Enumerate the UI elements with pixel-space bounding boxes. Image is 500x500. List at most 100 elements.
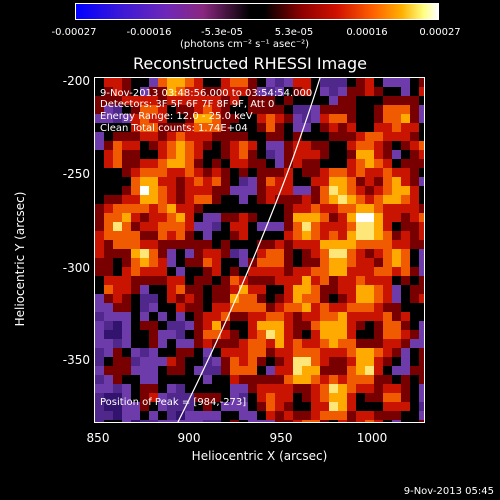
image-pixel — [239, 393, 248, 402]
image-pixel — [266, 96, 275, 105]
image-pixel — [113, 114, 122, 123]
image-pixel — [104, 123, 113, 132]
image-pixel — [401, 123, 410, 132]
image-pixel — [149, 231, 158, 240]
image-pixel — [284, 177, 293, 186]
image-pixel — [266, 240, 275, 249]
image-pixel — [248, 96, 257, 105]
image-pixel — [275, 105, 284, 114]
image-pixel — [401, 339, 410, 348]
image-pixel — [230, 393, 239, 402]
image-pixel — [338, 321, 347, 330]
image-pixel — [410, 222, 419, 231]
image-pixel — [158, 141, 167, 150]
image-pixel — [95, 123, 104, 132]
image-pixel — [338, 105, 347, 114]
image-pixel — [140, 411, 149, 420]
image-pixel — [122, 321, 131, 330]
image-pixel — [401, 375, 410, 384]
image-pixel — [311, 267, 320, 276]
image-pixel — [158, 267, 167, 276]
image-pixel — [365, 150, 374, 159]
image-pixel — [392, 231, 401, 240]
colorbar-tick: -0.00016 — [126, 27, 172, 38]
image-pixel — [356, 96, 365, 105]
image-pixel — [329, 195, 338, 204]
image-pixel — [356, 222, 365, 231]
image-pixel — [293, 204, 302, 213]
image-pixel — [212, 402, 221, 411]
image-pixel — [401, 249, 410, 258]
image-pixel — [329, 375, 338, 384]
image-pixel — [275, 204, 284, 213]
image-pixel — [311, 249, 320, 258]
image-pixel — [356, 312, 365, 321]
image-pixel — [266, 366, 275, 375]
x-tick: 950 — [269, 431, 293, 445]
image-pixel — [221, 141, 230, 150]
image-pixel — [194, 240, 203, 249]
image-pixel — [176, 267, 185, 276]
image-pixel — [221, 249, 230, 258]
image-pixel — [239, 357, 248, 366]
image-pixel — [293, 222, 302, 231]
image-pixel — [104, 105, 113, 114]
image-pixel — [320, 222, 329, 231]
image-pixel — [329, 105, 338, 114]
image-pixel — [320, 123, 329, 132]
image-pixel — [257, 168, 266, 177]
image-pixel — [401, 177, 410, 186]
image-pixel — [104, 141, 113, 150]
image-pixel — [248, 294, 257, 303]
image-pixel — [266, 222, 275, 231]
image-pixel — [329, 249, 338, 258]
image-pixel — [338, 366, 347, 375]
solar-limb-line — [177, 78, 321, 422]
image-pixel — [212, 177, 221, 186]
image-pixel — [338, 420, 347, 422]
image-pixel — [311, 339, 320, 348]
image-pixel — [203, 96, 212, 105]
image-pixel — [293, 384, 302, 393]
image-pixel — [158, 384, 167, 393]
image-pixel — [293, 213, 302, 222]
image-pixel — [176, 231, 185, 240]
image-pixel — [410, 87, 419, 96]
image-pixel — [194, 267, 203, 276]
image-pixel — [311, 222, 320, 231]
image-pixel — [212, 285, 221, 294]
image-pixel — [284, 402, 293, 411]
image-pixel — [329, 204, 338, 213]
image-pixel — [239, 222, 248, 231]
image-pixel — [302, 339, 311, 348]
image-pixel — [383, 132, 392, 141]
image-pixel — [266, 114, 275, 123]
image-pixel — [365, 285, 374, 294]
image-pixel — [95, 87, 104, 96]
image-pixel — [158, 393, 167, 402]
image-pixel — [329, 366, 338, 375]
image-pixel — [329, 393, 338, 402]
image-pixel — [122, 78, 131, 87]
y-tick: -250 — [62, 167, 90, 181]
image-pixel — [140, 222, 149, 231]
image-pixel — [185, 267, 194, 276]
image-pixel — [122, 402, 131, 411]
image-pixel — [176, 213, 185, 222]
image-pixel — [212, 276, 221, 285]
image-pixel — [185, 321, 194, 330]
image-pixel — [158, 348, 167, 357]
image-pixel — [401, 258, 410, 267]
image-pixel — [221, 330, 230, 339]
image-pixel — [212, 96, 221, 105]
image-pixel — [167, 348, 176, 357]
image-pixel — [230, 204, 239, 213]
image-pixel — [113, 168, 122, 177]
image-pixel — [122, 249, 131, 258]
image-pixel — [311, 123, 320, 132]
image-pixel — [203, 240, 212, 249]
image-pixel — [239, 402, 248, 411]
image-pixel — [104, 276, 113, 285]
image-pixel — [239, 204, 248, 213]
image-pixel — [140, 168, 149, 177]
